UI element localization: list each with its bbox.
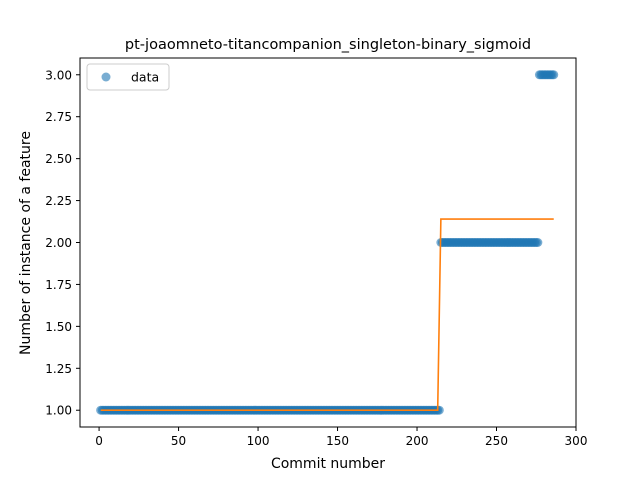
y-axis-ticks: 1.00 1.25 1.50 1.75 2.00 2.25 2.50 2.75 3.00 <box>45 68 80 418</box>
y-tick-label: 2.25 <box>45 194 72 208</box>
y-tick-label: 2.75 <box>45 110 72 124</box>
y-tick-label: 1.25 <box>45 362 72 376</box>
chart-title: pt-joaomneto-titancompanion_singleton-bi… <box>125 37 531 53</box>
x-tick-label: 250 <box>485 434 508 448</box>
legend-box <box>86 63 170 91</box>
x-tick-label: 100 <box>247 434 270 448</box>
x-tick-label: 200 <box>406 434 429 448</box>
legend: data <box>86 63 170 91</box>
y-tick-label: 3.00 <box>45 68 72 82</box>
y-tick-label: 2.50 <box>45 152 72 166</box>
y-tick-label: 1.75 <box>45 278 72 292</box>
y-tick-label: 1.00 <box>45 404 72 418</box>
data-point <box>533 238 543 247</box>
x-tick-label: 300 <box>565 434 588 448</box>
x-axis-label: Commit number <box>271 456 385 472</box>
y-tick-label: 1.50 <box>45 320 72 334</box>
legend-marker-data <box>101 72 111 82</box>
legend-label-data: data <box>131 70 159 85</box>
y-tick-label: 2.00 <box>45 236 72 250</box>
data-layer <box>96 70 559 415</box>
x-axis-ticks: 0 50 100 150 200 250 300 <box>95 427 587 448</box>
y-axis-label: Number of instance of a feature <box>18 131 34 355</box>
x-tick-label: 0 <box>95 434 103 448</box>
plot-frame <box>79 57 577 428</box>
data-point <box>549 70 559 80</box>
fit-line <box>100 218 554 412</box>
x-tick-label: 50 <box>171 434 186 448</box>
x-tick-label: 150 <box>326 434 349 448</box>
